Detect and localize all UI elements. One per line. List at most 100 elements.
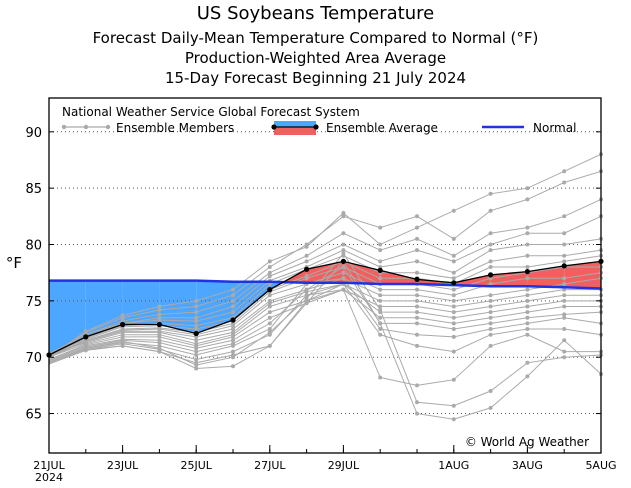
ensemble-member-point: [157, 340, 162, 345]
ensemble-member-point: [231, 287, 235, 292]
ensemble-average-point: [488, 272, 494, 278]
ensemble-member-point: [451, 417, 456, 422]
ensemble-member-point: [157, 318, 162, 322]
ensemble-member-point: [415, 298, 419, 303]
x-tick-year-label: 2024: [35, 471, 63, 484]
ensemble-member-point: [451, 377, 456, 382]
legend-average-point: [313, 124, 319, 130]
ensemble-member-point: [415, 287, 419, 292]
ensemble-member-point: [83, 346, 88, 351]
ensemble-member-point: [488, 208, 493, 213]
ensemble-member-point: [267, 265, 272, 269]
ensemble-member-point: [415, 310, 419, 315]
ensemble-member-point: [267, 270, 272, 275]
ensemble-member-point: [451, 298, 456, 303]
ensemble-member-point: [267, 304, 272, 309]
ensemble-member-point: [378, 375, 383, 380]
ensemble-member-point: [194, 310, 199, 315]
ensemble-member-point: [525, 225, 530, 230]
chart-subtitle: Forecast Daily-Mean Temperature Compared…: [92, 29, 539, 47]
ensemble-member-point: [304, 259, 309, 264]
ensemble-member-point: [562, 338, 567, 343]
ensemble-member-line-3: [48, 198, 602, 356]
x-tick-label: 25JUL: [180, 459, 212, 472]
ensemble-member-point: [304, 296, 309, 301]
ensemble-member-point: [304, 293, 309, 298]
ensemble-member-point: [488, 298, 493, 303]
ensemble-member-point: [562, 253, 567, 258]
legend-average-swatch-below: [274, 121, 316, 128]
ensemble-member-point: [525, 231, 530, 236]
ensemble-member-point: [451, 208, 456, 213]
legend-normal-label: Normal: [533, 121, 576, 135]
ensemble-average-line: [48, 260, 602, 356]
ensemble-member-point: [378, 298, 383, 303]
ensemble-average-point: [377, 267, 383, 273]
ensemble-member-line-16: [48, 277, 602, 363]
ensemble-member-point: [415, 383, 419, 388]
ensemble-member-point: [341, 211, 346, 215]
ensemble-member-point: [525, 265, 530, 269]
ensemble-member-line-14: [48, 289, 601, 360]
ensemble-member-point: [378, 276, 383, 281]
ensemble-member-point: [488, 332, 493, 337]
x-tick-label: 5AUG: [585, 459, 616, 472]
ensemble-member-point: [304, 276, 309, 281]
ensemble-member-point: [451, 236, 456, 241]
ensemble-member-point: [120, 339, 125, 344]
ensemble-average-point: [230, 317, 236, 323]
ensemble-member-point: [562, 355, 567, 360]
ensemble-member-line-7: [48, 255, 602, 356]
normal-line-layer: [49, 279, 602, 290]
ensemble-member-point: [378, 259, 383, 264]
ensemble-member-point: [378, 307, 383, 312]
ensemble-member-point: [525, 374, 530, 379]
ensemble-member-point: [488, 321, 493, 326]
ensemble-member-point: [562, 282, 567, 286]
ensemble-member-point: [194, 338, 199, 343]
ensemble-member-line-4: [48, 215, 602, 355]
legend-members-point: [105, 124, 111, 130]
ensemble-member-point: [120, 315, 125, 320]
ensemble-member-point: [378, 248, 383, 253]
ensemble-member-point: [451, 253, 456, 258]
ensemble-member-point: [451, 304, 456, 309]
ensemble-member-point: [525, 186, 530, 191]
chart-title: US Soybeans Temperature: [196, 3, 435, 24]
ensemble-member-point: [194, 298, 199, 303]
ensemble-member-point: [562, 259, 567, 264]
ensemble-member-point: [341, 276, 346, 281]
ensemble-member-point: [488, 293, 493, 298]
ensemble-member-point: [341, 265, 346, 269]
ensemble-member-point: [415, 400, 419, 405]
ensemble-member-point: [525, 242, 530, 247]
anomaly-fill-segment: [85, 280, 123, 337]
ensemble-member-point: [267, 327, 272, 331]
ensemble-member-point: [194, 363, 199, 368]
ensemble-member-point: [378, 315, 383, 320]
watermark: © World Ag Weather: [465, 435, 589, 449]
ensemble-member-point: [562, 231, 567, 236]
ensemble-member-point: [525, 360, 530, 365]
anomaly-fill-segment: [49, 280, 86, 355]
ensemble-member-point: [231, 298, 235, 303]
ensemble-average-point: [524, 269, 531, 275]
anomaly-fill-segment: [453, 274, 491, 287]
ensemble-member-point: [451, 327, 456, 331]
ensemble-member-point: [267, 293, 272, 298]
ensemble-member-point: [194, 349, 199, 354]
ensemble-member-point: [488, 405, 493, 410]
x-tick-label: 27JUL: [254, 459, 286, 472]
ensemble-member-point: [231, 327, 235, 331]
ensemble-member-point: [415, 236, 419, 241]
ensemble-member-point: [231, 349, 235, 354]
ensemble-member-point: [231, 343, 235, 348]
ensemble-member-point: [341, 248, 346, 253]
ensemble-member-point: [267, 330, 272, 335]
legend-header: National Weather Service Global Forecast…: [62, 105, 360, 119]
ensemble-member-point: [415, 248, 419, 253]
ensemble-member-point: [157, 307, 162, 312]
ensemble-member-line-2: [48, 170, 602, 358]
ensemble-member-point: [194, 304, 199, 309]
ensemble-member-point: [231, 293, 235, 298]
